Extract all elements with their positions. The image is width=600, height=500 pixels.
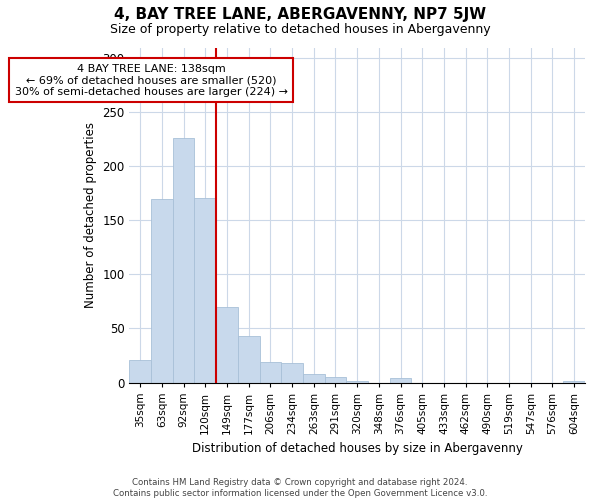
- Text: 4, BAY TREE LANE, ABERGAVENNY, NP7 5JW: 4, BAY TREE LANE, ABERGAVENNY, NP7 5JW: [114, 8, 486, 22]
- Bar: [173, 138, 194, 382]
- Bar: [303, 374, 325, 382]
- Bar: [281, 363, 303, 382]
- Bar: [390, 378, 412, 382]
- Bar: [216, 307, 238, 382]
- Text: 4 BAY TREE LANE: 138sqm
← 69% of detached houses are smaller (520)
30% of semi-d: 4 BAY TREE LANE: 138sqm ← 69% of detache…: [14, 64, 287, 97]
- Bar: [260, 362, 281, 382]
- Bar: [325, 377, 346, 382]
- Bar: [238, 336, 260, 382]
- Text: Size of property relative to detached houses in Abergavenny: Size of property relative to detached ho…: [110, 22, 490, 36]
- Bar: [194, 198, 216, 382]
- Text: Contains HM Land Registry data © Crown copyright and database right 2024.
Contai: Contains HM Land Registry data © Crown c…: [113, 478, 487, 498]
- Y-axis label: Number of detached properties: Number of detached properties: [83, 122, 97, 308]
- X-axis label: Distribution of detached houses by size in Abergavenny: Distribution of detached houses by size …: [192, 442, 523, 455]
- Bar: [151, 199, 173, 382]
- Bar: [130, 360, 151, 382]
